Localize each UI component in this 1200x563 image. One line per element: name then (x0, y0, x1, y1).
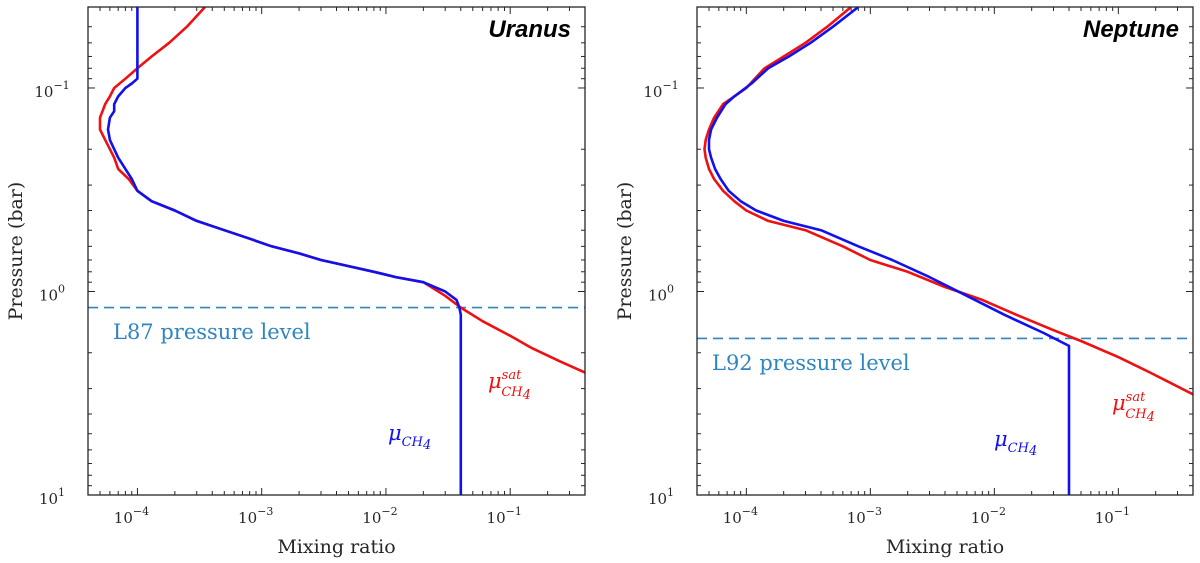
x-tick-exponent: −1 (1114, 505, 1130, 518)
series-label-symbol: μ (388, 421, 402, 445)
series-line-mu_CH4 (707, 7, 1071, 495)
y-tick-exponent: −1 (53, 79, 69, 92)
y-tick-label: 100 (648, 282, 674, 304)
series-line-mu_CH4 (106, 7, 463, 495)
y-tick-base: 10 (39, 490, 58, 508)
series-label-mu_CH4: μCH4 (388, 421, 431, 453)
x-tick-exponent: −2 (990, 505, 1006, 518)
x-tick-label: 10−2 (362, 505, 397, 527)
x-tick-exponent: −4 (742, 505, 758, 518)
series-label-subsubscript: 4 (522, 388, 531, 403)
y-tick-label: 100 (39, 282, 65, 304)
x-tick-base: 10 (971, 509, 990, 527)
series-label-subsubscript: 4 (1146, 410, 1155, 425)
y-tick-label: 101 (39, 486, 65, 508)
series-label-superscript: sat (502, 368, 522, 383)
series-label-subscript: CH (1125, 407, 1147, 422)
series-label-subscript: CH (402, 435, 424, 450)
minor-ticks (87, 6, 586, 496)
x-tick-exponent: −4 (133, 505, 149, 518)
reference-line-label: L92 pressure level (712, 351, 910, 375)
series-line-mu_CH4_sat (98, 7, 585, 374)
series-label-subscript: CH (501, 385, 523, 400)
x-tick-base: 10 (114, 509, 133, 527)
x-tick-base: 10 (238, 509, 257, 527)
x-tick-label: 10−1 (1095, 505, 1130, 527)
chart-title: Uranus (488, 16, 571, 43)
y-tick-base: 10 (643, 83, 662, 101)
x-tick-exponent: −2 (381, 505, 397, 518)
y-tick-label: 101 (648, 486, 674, 508)
x-tick-base: 10 (1095, 509, 1114, 527)
y-tick-base: 10 (648, 490, 667, 508)
y-tick-exponent: 1 (58, 486, 65, 499)
y-tick-exponent: 0 (58, 282, 65, 295)
x-tick-base: 10 (847, 509, 866, 527)
x-tick-exponent: −1 (506, 505, 522, 518)
series-label-mu_CH4_sat: μsat CH4 (1112, 390, 1155, 425)
reference-line-label: L87 pressure level (113, 320, 311, 344)
y-tick-base: 10 (34, 83, 53, 101)
x-tick-exponent: −3 (257, 505, 273, 518)
plot-frame (87, 6, 586, 496)
series-label-symbol: μ (488, 369, 502, 393)
series-label-symbol: μ (1112, 391, 1126, 415)
x-tick-base: 10 (362, 509, 381, 527)
y-tick-base: 10 (648, 286, 667, 304)
x-axis-label: Mixing ratio (277, 536, 395, 558)
series-label-superscript: sat (1126, 390, 1146, 405)
y-tick-label: 10−1 (643, 79, 678, 101)
chart-title: Neptune (1083, 16, 1179, 43)
x-axis-label: Mixing ratio (886, 536, 1004, 558)
y-tick-exponent: 1 (667, 486, 674, 499)
series-label-subsubscript: 4 (1028, 444, 1037, 459)
x-tick-label: 10−2 (971, 505, 1006, 527)
minor-ticks (696, 6, 1194, 496)
y-axis-label: Pressure (bar) (5, 182, 27, 321)
x-tick-exponent: −3 (866, 505, 882, 518)
plot-frame (696, 6, 1194, 496)
y-tick-exponent: 0 (667, 282, 674, 295)
y-tick-base: 10 (39, 286, 58, 304)
y-tick-exponent: −1 (662, 79, 678, 92)
y-axis-label: Pressure (bar) (614, 182, 636, 321)
x-tick-base: 10 (723, 509, 742, 527)
y-tick-label: 10−1 (34, 79, 69, 101)
series-label-subscript: CH (1008, 441, 1030, 456)
x-tick-label: 10−3 (847, 505, 882, 527)
series-label-mu_CH4: μCH4 (994, 427, 1037, 459)
series-line-mu_CH4_sat (703, 7, 1193, 396)
series-label-subsubscript: 4 (422, 438, 431, 453)
x-tick-label: 10−4 (723, 505, 758, 527)
x-tick-label: 10−1 (487, 505, 522, 527)
x-tick-label: 10−3 (238, 505, 273, 527)
series-label-mu_CH4_sat: μsat CH4 (488, 368, 531, 403)
series-label-symbol: μ (994, 427, 1008, 451)
x-tick-base: 10 (487, 509, 506, 527)
x-tick-label: 10−4 (114, 505, 149, 527)
